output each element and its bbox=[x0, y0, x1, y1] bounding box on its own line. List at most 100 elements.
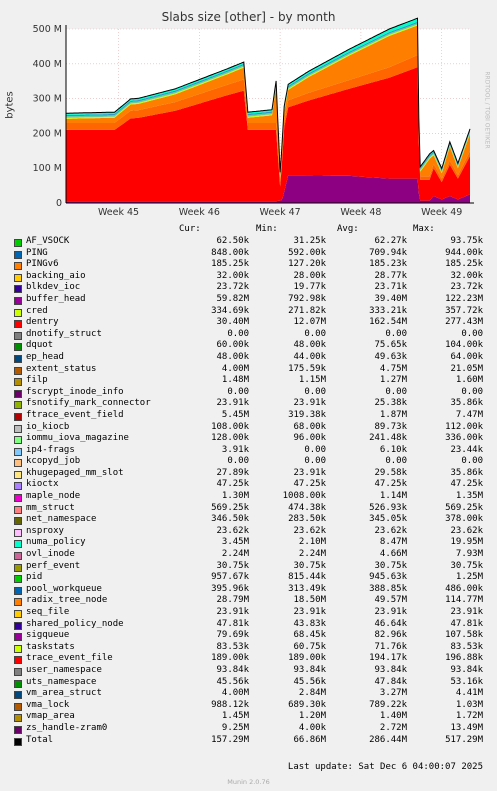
legend-swatch bbox=[14, 296, 22, 305]
legend-value-cur: 62.50k bbox=[216, 236, 249, 246]
legend-series-name: taskstats bbox=[26, 641, 75, 652]
legend-swatch bbox=[14, 563, 22, 572]
legend-swatch bbox=[14, 633, 22, 642]
legend-row: extent_status 4.00M 175.59k 4.75M 21.05M bbox=[0, 364, 497, 376]
legend-value-min: 175.59k bbox=[288, 363, 326, 374]
legend-value-avg: 30.75k bbox=[374, 560, 407, 571]
legend-value-cur: 569.25k bbox=[211, 502, 249, 513]
legend-value-max: 93.75k bbox=[450, 236, 483, 246]
legend-value-cur: 334.69k bbox=[211, 305, 249, 316]
legend-series-name: seq_file bbox=[26, 607, 70, 617]
legend-row: PINGv6 185.25k 127.20k 185.23k 185.25k bbox=[0, 259, 497, 271]
legend-row: dentry 30.40M 12.07M 162.54M 277.43M bbox=[0, 317, 497, 329]
legend-value-min: 23.91k bbox=[293, 398, 326, 409]
legend-value-max: 19.95M bbox=[450, 537, 483, 548]
legend-row: io_kiocb 108.00k 68.00k 89.73k 112.00k bbox=[0, 422, 497, 434]
legend-row: kcopyd_job 0.00 0.00 0.00 0.00 bbox=[0, 456, 497, 468]
legend-row: maple_node 1.30M 1008.00k 1.14M 1.35M bbox=[0, 491, 497, 503]
legend-value-cur: 23.91k bbox=[216, 607, 249, 617]
legend-value-min: 1008.00k bbox=[282, 491, 326, 502]
legend-swatch bbox=[14, 494, 22, 503]
legend-value-cur: 4.00M bbox=[221, 363, 249, 374]
legend-swatch bbox=[14, 552, 22, 561]
legend-swatch bbox=[14, 528, 22, 537]
legend-value-min: 45.56k bbox=[293, 676, 326, 687]
legend-value-min: 31.25k bbox=[293, 236, 326, 246]
legend-value-avg: 82.96k bbox=[374, 630, 407, 641]
legend-value-cur: 189.00k bbox=[211, 653, 249, 664]
legend-row: trace_event_file 189.00k 189.00k 194.17k 196… bbox=[0, 653, 497, 665]
legend-row: iommu_iova_magazine 128.00k 96.00k 241.48k 3… bbox=[0, 433, 497, 445]
legend-swatch bbox=[14, 679, 22, 688]
legend-value-avg: 47.84k bbox=[374, 676, 407, 687]
legend-swatch bbox=[14, 644, 22, 653]
legend-value-cur: 848.00k bbox=[211, 247, 249, 258]
legend-value-avg: 25.38k bbox=[374, 398, 407, 409]
legend-value-min: 60.75k bbox=[293, 641, 326, 652]
legend-series-name: kioctx bbox=[26, 479, 59, 490]
legend-value-min: 30.75k bbox=[293, 560, 326, 571]
legend-value-cur: 83.53k bbox=[216, 641, 249, 652]
legend-value-cur: 395.96k bbox=[211, 583, 249, 594]
legend-series-name: filp bbox=[26, 375, 48, 386]
legend-value-avg: 4.75M bbox=[379, 363, 407, 374]
legend: AF_VSOCK 62.50k 31.25k 62.27k 93.75k PING 848.… bbox=[0, 236, 497, 746]
legend-series-name: PING bbox=[26, 247, 48, 258]
munin-version: Munin 2.0.76 bbox=[227, 778, 270, 786]
y-tick-label: 100 M bbox=[33, 163, 62, 174]
legend-row: zs_handle-zram0 9.25M 4.00k 2.72M 13.49M bbox=[0, 723, 497, 735]
legend-value-max: 122.23M bbox=[445, 293, 483, 304]
legend-swatch bbox=[14, 389, 22, 398]
x-tick-label: Week 45 bbox=[98, 207, 139, 218]
legend-value-cur: 157.29M bbox=[211, 734, 249, 745]
legend-swatch bbox=[14, 482, 22, 491]
legend-value-cur: 60.00k bbox=[216, 340, 249, 351]
legend-series-name: kcopyd_job bbox=[26, 456, 81, 467]
legend-swatch bbox=[14, 308, 22, 317]
legend-row: user_namespace 93.84k 93.84k 93.84k 93.84k bbox=[0, 665, 497, 677]
legend-series-name: extent_status bbox=[26, 363, 97, 374]
legend-value-cur: 5.45M bbox=[221, 409, 249, 420]
legend-row: uts_namespace 45.56k 45.56k 47.84k 53.16k bbox=[0, 677, 497, 689]
legend-swatch bbox=[14, 331, 22, 340]
legend-swatch bbox=[14, 424, 22, 433]
legend-row: ovl_inode 2.24M 2.24M 4.66M 7.93M bbox=[0, 549, 497, 561]
legend-series-name: radix_tree_node bbox=[26, 595, 108, 606]
legend-swatch bbox=[14, 691, 22, 700]
legend-series-name: io_kiocb bbox=[26, 421, 70, 432]
legend-value-min: 271.82k bbox=[288, 305, 326, 316]
legend-value-max: 277.43M bbox=[445, 317, 483, 328]
legend-series-name: buffer_head bbox=[26, 293, 86, 304]
legend-swatch bbox=[14, 250, 22, 259]
legend-value-max: 21.05M bbox=[450, 363, 483, 374]
legend-row: numa_policy 3.45M 2.10M 8.47M 19.95M bbox=[0, 537, 497, 549]
legend-series-name: iommu_iova_magazine bbox=[26, 433, 129, 444]
legend-column-header: Min: bbox=[256, 224, 278, 234]
legend-value-max: 1.60M bbox=[455, 375, 483, 386]
series-area-iommu_iova_magazine bbox=[66, 23, 470, 177]
legend-value-min: 0.00 bbox=[304, 444, 326, 455]
legend-value-min: 0.00 bbox=[304, 456, 326, 467]
legend-value-cur: 47.81k bbox=[216, 618, 249, 629]
legend-value-avg: 0.00 bbox=[385, 328, 407, 339]
legend-value-cur: 3.45M bbox=[221, 537, 249, 548]
legend-swatch bbox=[14, 354, 22, 363]
legend-row: ep_head 48.00k 44.00k 49.63k 64.00k bbox=[0, 352, 497, 364]
series-area-zs_handle-zram0 bbox=[66, 175, 470, 203]
legend-value-avg: 23.62k bbox=[374, 525, 407, 536]
legend-value-max: 23.72k bbox=[450, 282, 483, 293]
legend-swatch bbox=[14, 447, 22, 456]
legend-row: dquot 60.00k 48.00k 75.65k 104.00k bbox=[0, 340, 497, 352]
y-tick-label: 0 bbox=[56, 198, 62, 209]
legend-value-max: 486.00k bbox=[445, 583, 483, 594]
legend-value-cur: 108.00k bbox=[211, 421, 249, 432]
legend-value-min: 0.00 bbox=[304, 328, 326, 339]
legend-row: buffer_head 59.82M 792.98k 39.40M 122.23M bbox=[0, 294, 497, 306]
legend-value-avg: 62.27k bbox=[374, 236, 407, 246]
legend-row: cred 334.69k 271.82k 333.21k 357.72k bbox=[0, 306, 497, 318]
legend-value-avg: 945.63k bbox=[369, 572, 407, 583]
legend-series-name: ep_head bbox=[26, 351, 64, 362]
legend-value-avg: 4.66M bbox=[379, 549, 407, 560]
legend-series-name: blkdev_ioc bbox=[26, 282, 81, 293]
legend-row: perf_event 30.75k 30.75k 30.75k 30.75k bbox=[0, 561, 497, 573]
